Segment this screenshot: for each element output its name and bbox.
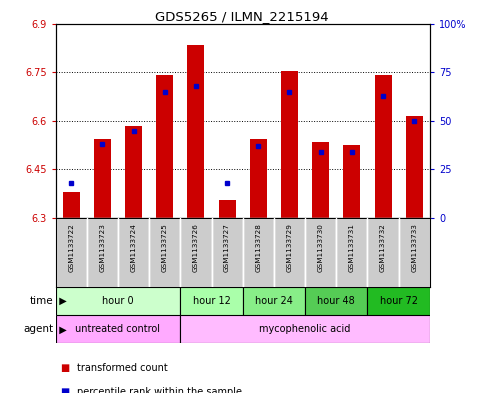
Text: GSM1133723: GSM1133723 <box>99 223 105 272</box>
Text: time: time <box>29 296 53 306</box>
Text: mycophenolic acid: mycophenolic acid <box>259 324 351 334</box>
Text: percentile rank within the sample: percentile rank within the sample <box>77 387 242 393</box>
Text: GSM1133732: GSM1133732 <box>380 223 386 272</box>
Bar <box>125 126 142 218</box>
Text: ■: ■ <box>60 363 70 373</box>
Bar <box>305 287 368 315</box>
Bar <box>398 218 430 287</box>
Text: hour 24: hour 24 <box>255 296 293 306</box>
Text: GSM1133733: GSM1133733 <box>411 223 417 272</box>
Text: GSM1133728: GSM1133728 <box>256 223 261 272</box>
Text: agent: agent <box>23 324 53 334</box>
Text: ■: ■ <box>60 387 70 393</box>
Text: GSM1133722: GSM1133722 <box>68 223 74 272</box>
Bar <box>242 287 305 315</box>
Bar <box>63 192 80 218</box>
Text: GSM1133730: GSM1133730 <box>318 223 324 272</box>
Bar <box>56 218 87 287</box>
Text: ▶: ▶ <box>53 324 67 334</box>
Text: GSM1133729: GSM1133729 <box>286 223 293 272</box>
Bar <box>250 139 267 218</box>
Bar <box>118 218 149 287</box>
Bar <box>343 145 360 218</box>
Bar <box>368 287 430 315</box>
Bar <box>212 218 242 287</box>
Text: transformed count: transformed count <box>77 363 168 373</box>
Bar <box>305 218 336 287</box>
Text: ▶: ▶ <box>53 296 67 306</box>
Text: GSM1133724: GSM1133724 <box>130 223 137 272</box>
Bar <box>274 218 305 287</box>
Bar <box>56 287 180 315</box>
Text: hour 0: hour 0 <box>102 296 134 306</box>
Text: untreated control: untreated control <box>75 324 160 334</box>
Bar <box>336 218 368 287</box>
Text: hour 48: hour 48 <box>317 296 355 306</box>
Bar <box>242 218 274 287</box>
Text: GSM1133725: GSM1133725 <box>162 223 168 272</box>
Text: GSM1133727: GSM1133727 <box>224 223 230 272</box>
Text: GSM1133726: GSM1133726 <box>193 223 199 272</box>
Text: hour 72: hour 72 <box>380 296 418 306</box>
Bar <box>180 287 242 315</box>
Text: hour 12: hour 12 <box>193 296 230 306</box>
Bar <box>56 315 180 343</box>
Bar <box>149 218 180 287</box>
Text: GSM1133731: GSM1133731 <box>349 223 355 272</box>
Bar <box>94 139 111 218</box>
Bar <box>156 75 173 218</box>
Bar <box>374 75 392 218</box>
Bar <box>87 218 118 287</box>
Bar <box>368 218 398 287</box>
Bar <box>281 71 298 218</box>
Bar <box>406 116 423 218</box>
Bar <box>180 218 212 287</box>
Bar <box>312 142 329 218</box>
Bar <box>187 45 204 218</box>
Bar <box>180 315 430 343</box>
Text: GDS5265 / ILMN_2215194: GDS5265 / ILMN_2215194 <box>155 10 328 23</box>
Bar <box>218 200 236 218</box>
